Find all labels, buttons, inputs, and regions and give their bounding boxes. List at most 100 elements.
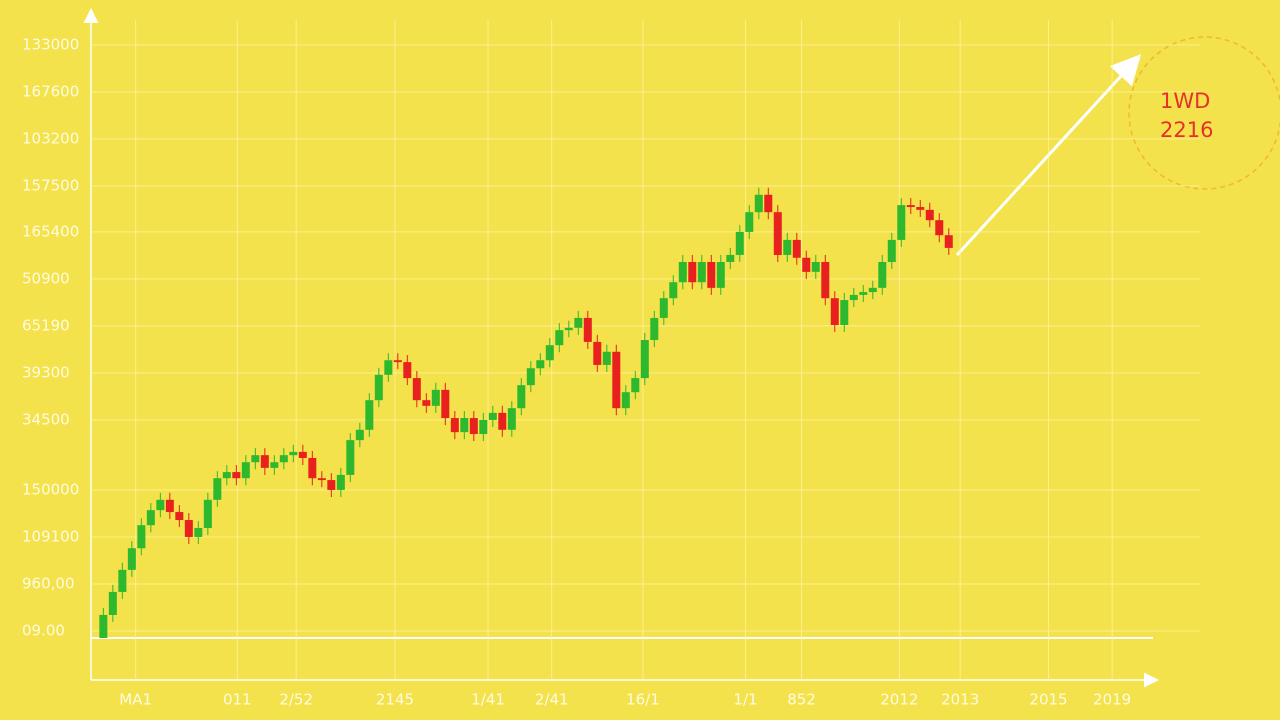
candle-body: [355, 429, 364, 441]
candle-body: [602, 351, 611, 365]
candle-body: [137, 525, 146, 549]
candle-body: [887, 239, 896, 262]
candle-body: [593, 341, 602, 365]
y-tick-label: 109100: [22, 527, 79, 545]
x-tick-label: 2015: [1029, 691, 1067, 709]
candle-body: [118, 569, 127, 592]
candle-body: [498, 412, 507, 430]
candle-body: [365, 400, 374, 430]
candle-body: [916, 207, 925, 210]
y-tick-label: 167600: [22, 82, 79, 100]
candle-body: [175, 512, 184, 521]
plot: 09.00 960,00 109100 150000 34500 39300 65190 50…: [22, 20, 1200, 709]
candle-body: [431, 389, 440, 406]
candle-body: [754, 194, 763, 213]
y-tick-label: 165400: [22, 222, 79, 240]
y-tick-label: 50900: [22, 269, 70, 287]
candle-body: [716, 262, 725, 288]
candle-body: [707, 262, 716, 288]
candle-body: [726, 254, 735, 262]
y-tick-label: 39300: [22, 363, 70, 381]
candle-body: [156, 499, 165, 511]
candle-body: [441, 389, 450, 419]
x-tick-label: 2013: [941, 691, 979, 709]
candle-body: [517, 385, 526, 409]
candle-body: [403, 362, 412, 379]
candle-body: [279, 455, 288, 463]
candle-body: [232, 472, 241, 479]
candle-body: [384, 360, 393, 375]
x-tick-label: 2/52: [279, 691, 313, 709]
candle-body: [583, 317, 592, 342]
candle-body: [830, 298, 839, 325]
candle-body: [260, 455, 269, 468]
candle-body: [241, 462, 250, 479]
candle-body: [336, 474, 345, 490]
candle-body: [735, 231, 744, 255]
candle-body: [859, 292, 868, 295]
candle-body: [127, 548, 136, 570]
candle-body: [289, 451, 298, 456]
candle-body: [906, 205, 915, 208]
candle-body: [545, 345, 554, 361]
candle-body: [897, 205, 906, 240]
candle-body: [374, 374, 383, 401]
candle-body: [317, 478, 326, 481]
candle-body: [925, 209, 934, 221]
y-tick-label: 65190: [22, 316, 70, 334]
candle-body: [555, 330, 564, 346]
candle-body: [222, 472, 231, 479]
x-tick-label: 011: [223, 691, 252, 709]
candle-body: [650, 317, 659, 341]
candle-body: [346, 440, 355, 475]
candle-body: [944, 235, 953, 248]
candle-body: [526, 368, 535, 386]
y-tick-label: 133000: [22, 35, 79, 53]
x-tick-label: 1/1: [733, 691, 757, 709]
y-tick-label: 150000: [22, 480, 79, 498]
candle-body: [460, 418, 469, 433]
candle-body: [612, 351, 621, 409]
x-tick-label: 2145: [376, 691, 414, 709]
x-tick-label: 1/41: [471, 691, 505, 709]
candle-body: [878, 262, 887, 288]
candle-body: [840, 300, 849, 325]
candle-body: [507, 408, 516, 430]
candle-body: [678, 262, 687, 283]
candle-body: [821, 262, 830, 299]
x-tick-label: 852: [787, 691, 816, 709]
candle-body: [479, 419, 488, 435]
candle-body: [108, 591, 117, 615]
candle-body: [688, 262, 697, 283]
annotation: 2216: [1160, 118, 1213, 142]
trend-arrow: [955, 54, 1142, 257]
x-tick-label: 2019: [1093, 691, 1131, 709]
y-tick-label: 34500: [22, 410, 70, 428]
candle-body: [536, 360, 545, 369]
candle-body: [184, 520, 193, 537]
y-tick-label: 157500: [22, 176, 79, 194]
candle-body: [213, 478, 222, 500]
candle-body: [574, 317, 583, 328]
candle-body: [469, 418, 478, 435]
candle-body: [792, 239, 801, 258]
candle-body: [194, 528, 203, 537]
candle-body: [308, 457, 317, 479]
candle-body: [802, 257, 811, 272]
candle-body: [773, 212, 782, 255]
candle-body: [669, 282, 678, 299]
candle-body: [849, 294, 858, 301]
candle-body: [450, 418, 459, 433]
y-tick-label: 103200: [22, 129, 79, 147]
candle-body: [251, 455, 260, 463]
candle-body: [564, 327, 573, 331]
candle-body: [422, 400, 431, 406]
x-tick-label: MA1: [119, 691, 152, 709]
y-tick-label: 09.00: [22, 621, 65, 639]
x-tick-label: 16/1: [626, 691, 660, 709]
candle-body: [783, 239, 792, 255]
annotation-circle: [1128, 36, 1280, 190]
candle-body: [697, 262, 706, 283]
